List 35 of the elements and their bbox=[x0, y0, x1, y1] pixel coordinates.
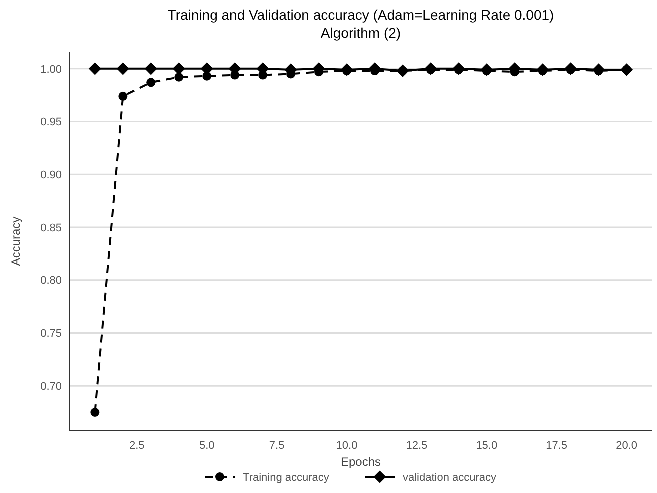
y-tick-label: 0.75 bbox=[40, 328, 62, 340]
x-tick-label: 12.5 bbox=[406, 440, 428, 452]
x-tick-label: 20.0 bbox=[616, 440, 638, 452]
legend-label: validation accuracy bbox=[403, 472, 498, 484]
point bbox=[536, 64, 550, 76]
y-tick-label: 0.70 bbox=[40, 380, 62, 393]
point bbox=[424, 62, 438, 76]
x-tick-label: 17.5 bbox=[546, 440, 568, 452]
y-tick-label: 0.85 bbox=[40, 222, 62, 234]
point bbox=[174, 72, 184, 82]
point bbox=[564, 62, 578, 76]
y-axis-title: Accuracy bbox=[9, 216, 23, 266]
point bbox=[144, 62, 158, 76]
point bbox=[452, 62, 466, 76]
x-tick-label: 15.0 bbox=[476, 440, 498, 452]
y-tick-label: 1.00 bbox=[40, 64, 62, 76]
point bbox=[88, 62, 102, 76]
point bbox=[90, 408, 100, 417]
x-tick-label: 10.0 bbox=[336, 440, 358, 452]
x-axis-title: Epochs bbox=[340, 455, 382, 469]
point bbox=[480, 64, 494, 76]
point bbox=[118, 92, 128, 101]
point bbox=[116, 62, 130, 76]
point bbox=[592, 64, 606, 76]
point bbox=[146, 78, 156, 88]
chart-title: Training and Validation accuracy (Adam=Learning Rate 0.001) bbox=[168, 7, 554, 23]
y-tick-label: 0.90 bbox=[40, 169, 62, 182]
point bbox=[340, 64, 354, 76]
x-tick-label: 7.5 bbox=[269, 440, 285, 452]
legend-label: Training accuracy bbox=[243, 472, 330, 484]
chart-subtitle: Algorithm (2) bbox=[320, 25, 402, 41]
y-tick-label: 0.80 bbox=[40, 275, 62, 288]
y-tick-label: 0.95 bbox=[40, 116, 62, 129]
x-tick-label: 5.0 bbox=[199, 440, 215, 452]
x-tick-label: 2.5 bbox=[130, 440, 145, 452]
